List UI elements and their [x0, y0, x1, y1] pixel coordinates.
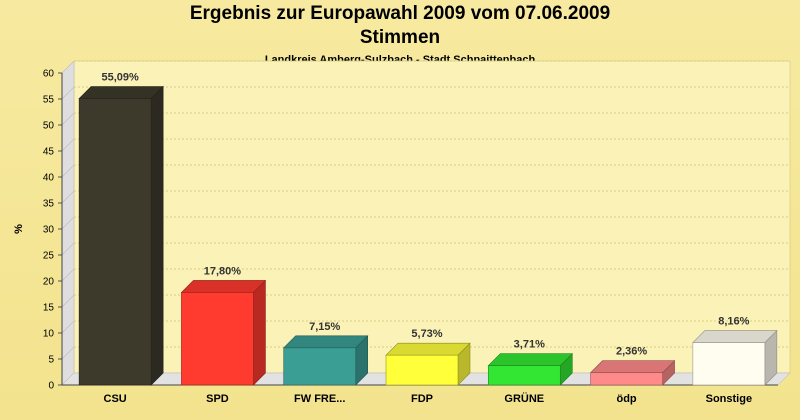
side-gridline: [61, 320, 75, 334]
y-tick-label: 0: [48, 381, 54, 392]
bar-top: [78, 86, 164, 99]
data-label: 55,09%: [101, 72, 139, 84]
bar: [487, 365, 561, 386]
side-gridline: [61, 268, 75, 282]
bar-top: [385, 342, 471, 356]
data-label: 3,71%: [514, 339, 545, 351]
y-tick-label: 55: [43, 95, 55, 106]
side-gridline: [61, 294, 75, 308]
data-label: 17,80%: [204, 265, 242, 277]
bar: [385, 354, 459, 386]
chart-subtitle: Stimmen: [359, 27, 441, 48]
side-gridline: [61, 164, 75, 178]
bar: [590, 372, 663, 386]
y-tick-label: 5: [48, 355, 54, 366]
y-tick-label: 60: [43, 69, 55, 80]
bar: [181, 292, 254, 386]
bar-top: [589, 360, 676, 374]
y-tick-label: 50: [43, 121, 55, 132]
data-label: 5,73%: [411, 328, 442, 340]
x-tick-label: FW FRE...: [294, 393, 345, 405]
side-gridline: [61, 242, 75, 256]
bar: [283, 347, 357, 386]
bar-side: [150, 85, 164, 386]
bar-top: [180, 280, 267, 293]
y-tick-label: 45: [43, 147, 55, 158]
x-tick-label: ödp: [616, 393, 636, 405]
side-gridline: [61, 60, 75, 74]
bar: [78, 98, 152, 386]
y-axis-label: %: [13, 224, 25, 234]
side-gridline: [61, 138, 75, 152]
data-label: 8,16%: [718, 316, 749, 328]
y-tick-label: 30: [43, 225, 55, 236]
side-gridline: [61, 190, 75, 204]
data-label: 2,36%: [616, 346, 647, 358]
y-tick-label: 15: [43, 303, 55, 314]
side-gridline: [61, 112, 75, 126]
bar-top: [282, 335, 369, 349]
x-tick-label: SPD: [206, 393, 229, 405]
x-tick-label: FDP: [411, 393, 433, 405]
y-tick-label: 20: [43, 277, 55, 288]
y-tick-label: 25: [43, 251, 55, 262]
data-label: 7,15%: [309, 321, 340, 333]
side-gridline: [61, 86, 75, 100]
chart-title: Ergebnis zur Europawahl 2009 vom 07.06.2…: [189, 3, 611, 24]
y-tick-label: 35: [43, 199, 55, 210]
y-tick-label: 40: [43, 173, 55, 184]
bar-top: [487, 353, 574, 367]
x-tick-label: GRÜNE: [504, 392, 544, 405]
side-gridline: [61, 346, 75, 360]
bar: [692, 342, 766, 386]
bar-top: [692, 330, 778, 343]
bar-side: [253, 279, 266, 386]
side-gridline: [61, 216, 75, 230]
x-tick-label: Sonstige: [706, 393, 752, 405]
x-tick-label: CSU: [104, 393, 127, 405]
y-tick-label: 10: [43, 329, 55, 340]
